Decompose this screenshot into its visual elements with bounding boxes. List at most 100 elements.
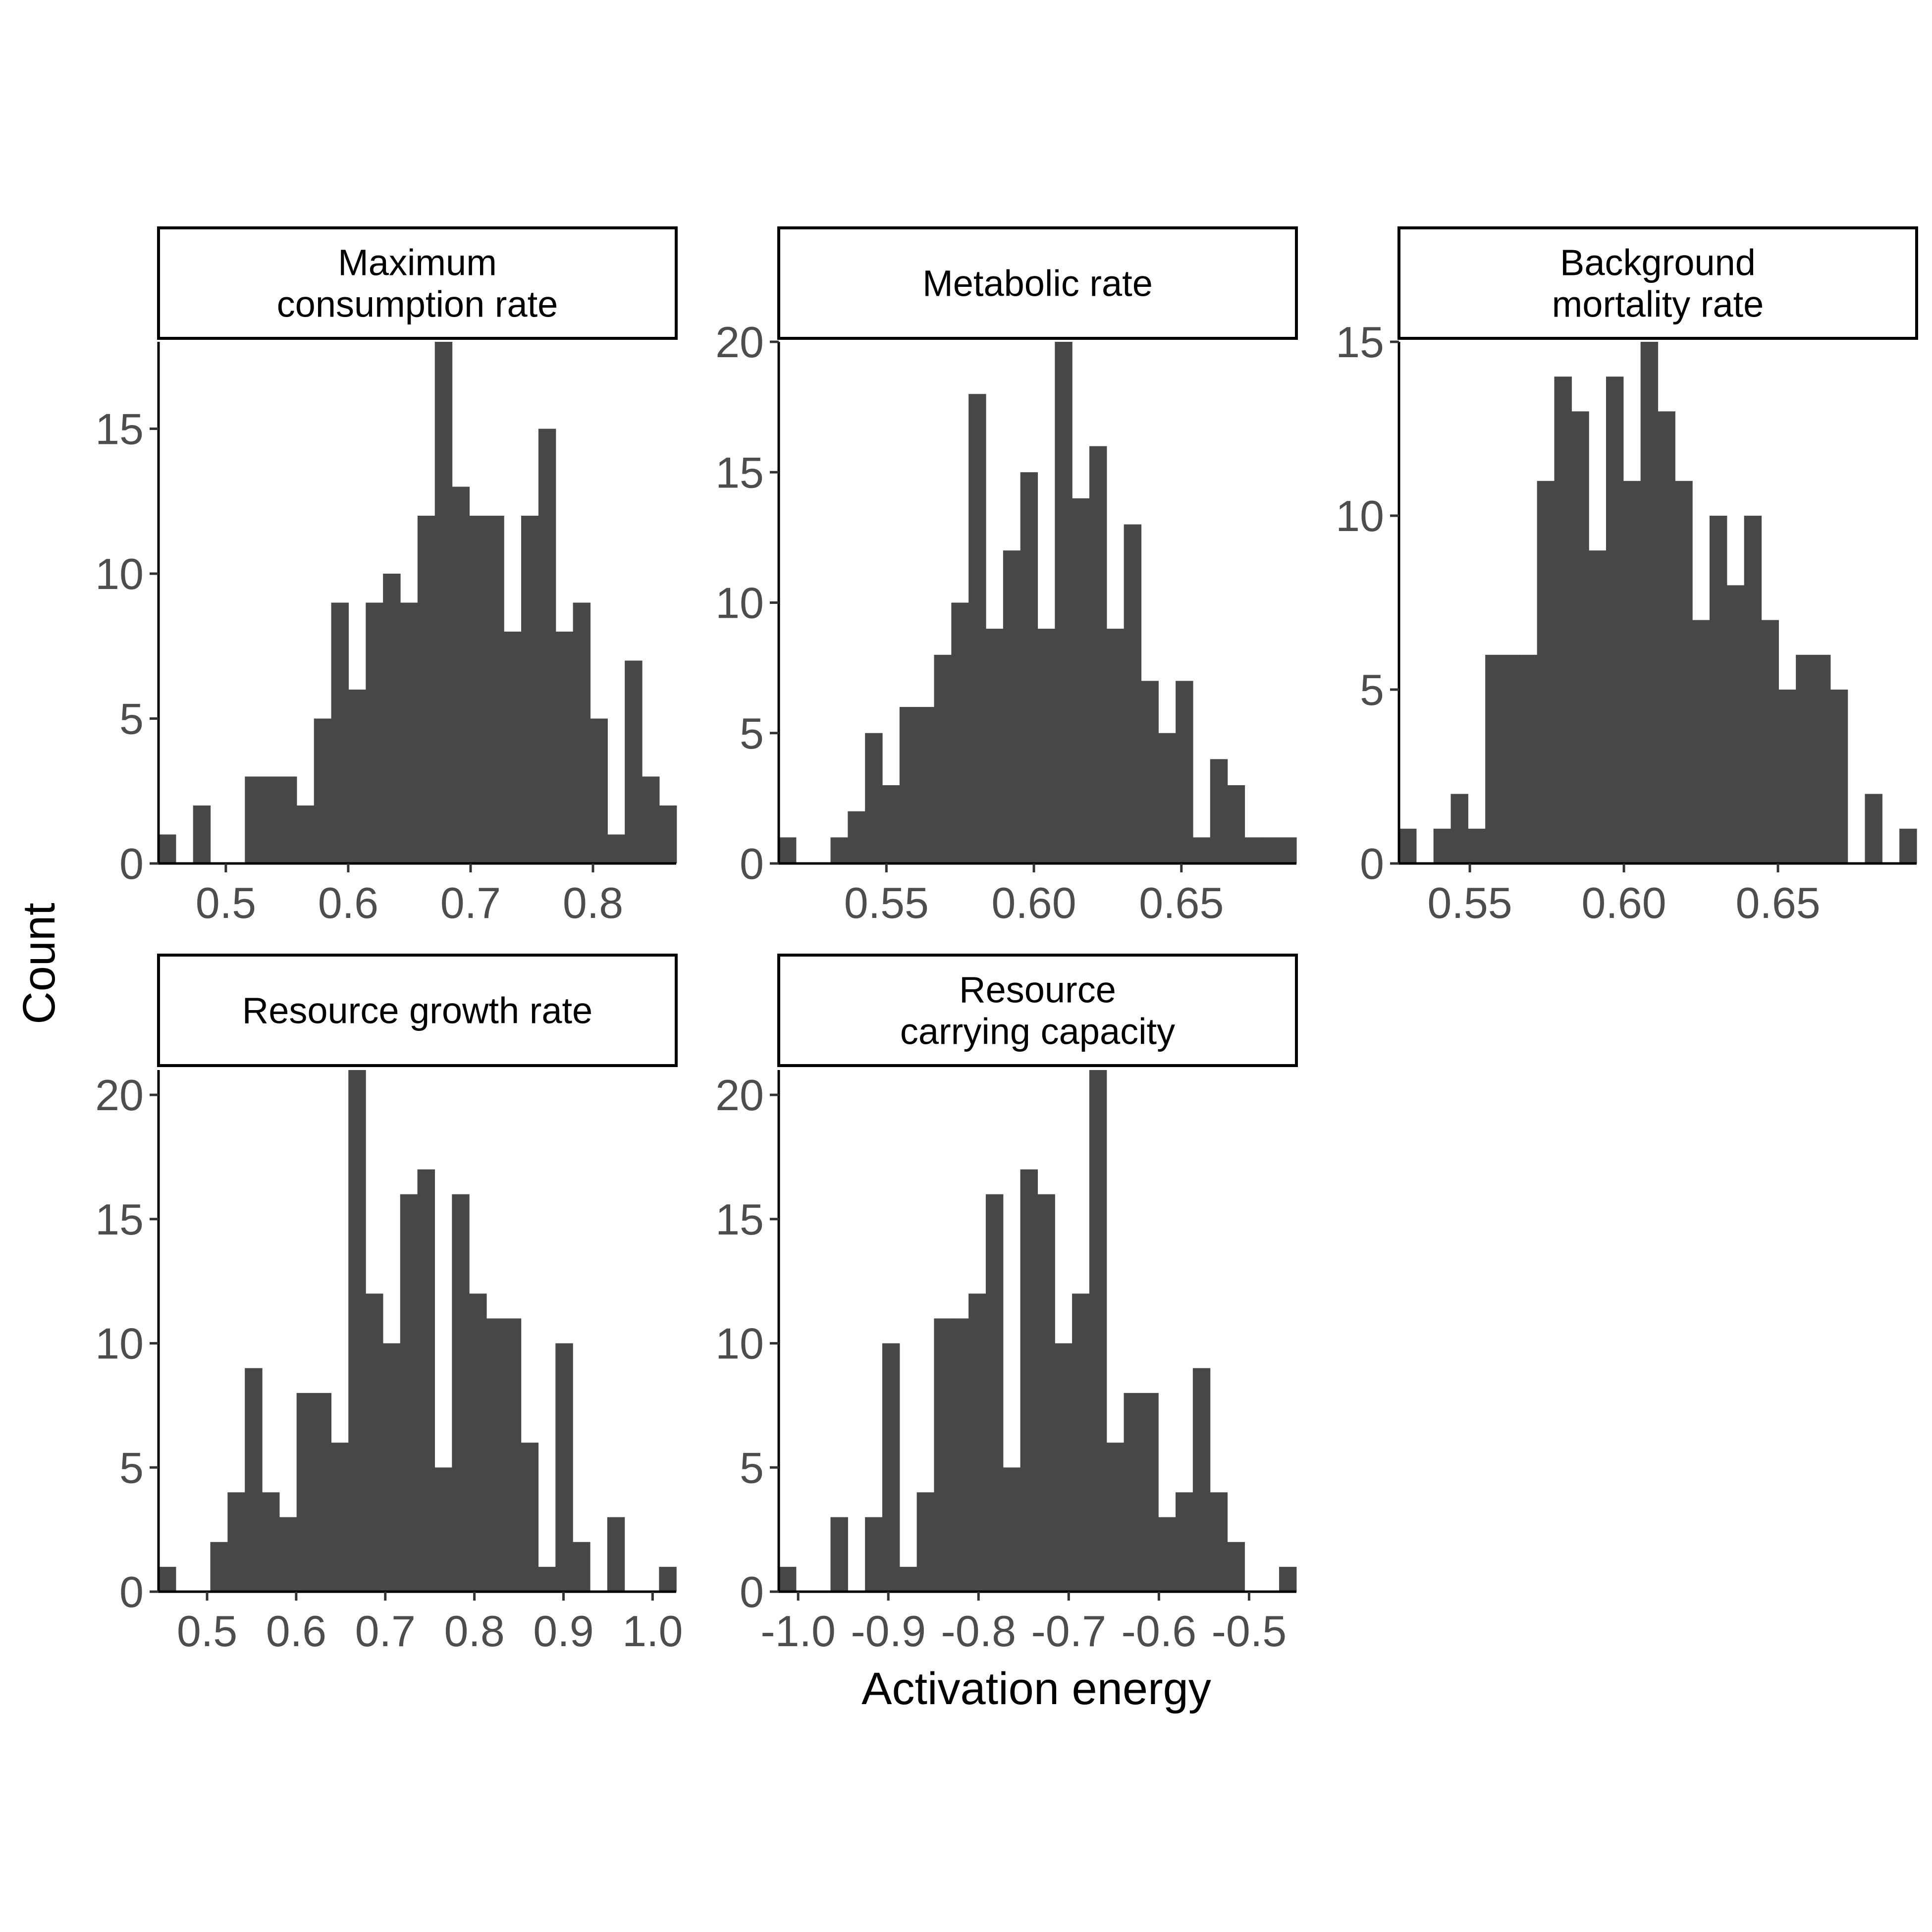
histogram-bar: [1813, 654, 1831, 863]
histogram-bar: [245, 776, 263, 863]
histogram-bar: [417, 516, 435, 863]
facet-title: consumption rate: [277, 284, 558, 325]
histogram-bar: [521, 1443, 539, 1592]
histogram-bar: [1485, 654, 1503, 863]
histogram-bar: [1865, 794, 1882, 863]
histogram-bar: [659, 805, 677, 863]
histogram-bar: [1710, 516, 1727, 863]
x-tick-label: -0.7: [1031, 1607, 1106, 1656]
histogram-bar: [1623, 481, 1641, 863]
x-tick-label: 0.8: [563, 878, 623, 927]
facet-title: Metabolic rate: [922, 263, 1153, 304]
facet-title: Resource: [959, 969, 1116, 1011]
histogram-bar: [1089, 1070, 1107, 1592]
x-tick-label: 1.0: [622, 1607, 683, 1656]
histogram-bar: [1072, 1293, 1090, 1592]
x-tick-label: 0.65: [1735, 878, 1820, 927]
histogram-bar: [1761, 620, 1779, 863]
histogram-bar: [1503, 654, 1520, 863]
histogram-bar: [899, 707, 917, 863]
x-tick-label: 0.60: [1581, 878, 1666, 927]
facet-strip: [157, 954, 678, 1067]
x-tick-label: 0.5: [177, 1607, 237, 1656]
histogram-bar: [503, 1318, 522, 1592]
y-tick-label: 5: [740, 1443, 764, 1492]
histogram-bar: [382, 1343, 401, 1592]
histogram-bar: [1141, 681, 1159, 863]
histogram-bar: [830, 1517, 848, 1592]
histogram-bar: [262, 776, 280, 863]
histogram-bars: [779, 342, 1297, 863]
histogram-bar: [1554, 376, 1572, 863]
y-tick-label: 20: [715, 1071, 764, 1120]
histogram-bar: [968, 1293, 986, 1592]
histogram-bar: [486, 516, 504, 863]
histogram-bar: [1020, 1169, 1038, 1592]
x-tick-label: 0.9: [533, 1607, 593, 1656]
histogram-bar: [469, 516, 487, 863]
histogram-bar: [1433, 828, 1451, 863]
histogram-bar: [1399, 828, 1417, 863]
histogram-bar: [1658, 411, 1675, 863]
y-tick-label: 0: [119, 1567, 144, 1616]
y-tick-label: 0: [740, 1567, 764, 1616]
histogram-bar: [331, 602, 349, 863]
facet-strip: [1397, 226, 1918, 340]
histogram-bar: [504, 632, 522, 863]
facet-title: carrying capacity: [900, 1011, 1175, 1052]
y-tick-label: 5: [119, 1443, 144, 1492]
histogram-bar: [1744, 516, 1762, 863]
y-tick-label: 0: [1360, 839, 1384, 888]
histogram-bar: [830, 837, 848, 863]
y-tick-label: 10: [95, 549, 144, 598]
histogram-bar: [1210, 1492, 1228, 1592]
histogram-bar: [296, 805, 315, 863]
histogram-bar: [1176, 681, 1193, 863]
x-tick-label: 0.6: [266, 1607, 326, 1656]
histogram-bar: [848, 811, 865, 863]
y-tick-label: 10: [95, 1319, 144, 1368]
facet-title: Background: [1560, 242, 1756, 283]
histogram-bar: [1037, 1194, 1055, 1592]
histogram-bar: [1692, 620, 1710, 863]
histogram-bar: [1106, 1443, 1125, 1592]
histogram-bar: [1537, 481, 1555, 863]
facet-strip: [777, 954, 1298, 1067]
y-tick-label: 0: [740, 839, 764, 888]
facet-title: mortality rate: [1552, 284, 1764, 325]
histogram-bar: [400, 1194, 418, 1592]
histogram-bar: [1158, 1517, 1176, 1592]
histogram-bar: [1519, 654, 1538, 863]
histogram-bar: [1106, 629, 1125, 863]
y-tick-label: 5: [1360, 665, 1384, 714]
histogram-bar: [555, 1343, 573, 1592]
histogram-bar: [625, 660, 643, 863]
y-tick-label: 5: [119, 695, 144, 744]
histogram-bar: [951, 1318, 969, 1592]
x-tick-label: 0.5: [196, 878, 256, 927]
histogram-bar: [1003, 1467, 1021, 1592]
histogram-bar: [1192, 1368, 1211, 1592]
y-tick-label: 5: [740, 709, 764, 758]
histogram-bar: [1055, 342, 1073, 863]
histogram-bar: [1055, 1343, 1073, 1592]
y-tick-label: 15: [95, 1195, 144, 1244]
y-tick-label: 0: [119, 839, 144, 888]
y-tick-label: 15: [715, 1195, 764, 1244]
y-tick-label: 15: [95, 405, 144, 454]
histogram-bar: [1468, 828, 1486, 863]
y-tick-label: 10: [715, 1319, 764, 1368]
histogram-bar: [469, 1293, 487, 1592]
x-tick-label: 0.7: [440, 878, 501, 927]
histogram-bar: [538, 1566, 556, 1592]
histogram-bar: [607, 834, 625, 863]
histogram-bar: [366, 1293, 383, 1592]
y-tick-label: 10: [1336, 491, 1384, 540]
histogram-bar: [262, 1492, 280, 1592]
histogram-bar: [1899, 828, 1917, 863]
histogram-bars: [779, 1070, 1297, 1592]
histogram-bar: [1796, 654, 1814, 863]
